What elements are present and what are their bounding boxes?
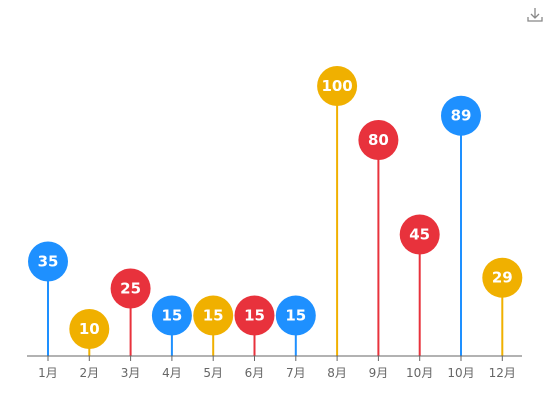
lollipop-bubble[interactable] bbox=[358, 120, 399, 160]
data-label: 15 bbox=[285, 307, 306, 325]
lollipop-point[interactable]: 15 bbox=[193, 295, 234, 336]
x-axis-labels: 1月 2月 3月 4月 5月 6月 7月 8月 9月 10月 10月 12月 bbox=[38, 366, 516, 380]
x-tick-label: 5月 bbox=[203, 366, 223, 380]
x-tick-label: 4月 bbox=[162, 366, 182, 380]
x-tick-label: 7月 bbox=[286, 366, 306, 380]
lollipop-point[interactable]: 15 bbox=[151, 295, 192, 336]
x-tick-label: 3月 bbox=[121, 366, 141, 380]
lollipop-bubble[interactable] bbox=[69, 309, 110, 349]
x-tick-label: 6月 bbox=[245, 366, 265, 380]
bubbles-layer: 35 10 25 15 15 15 15 100 80 45 89 29 bbox=[28, 66, 523, 349]
lollipop-bubble[interactable] bbox=[441, 95, 481, 136]
lollipop-bubble[interactable] bbox=[151, 295, 192, 336]
lollipop-bubble[interactable] bbox=[399, 214, 440, 255]
lollipop-bubble[interactable] bbox=[234, 295, 275, 336]
data-label: 15 bbox=[244, 307, 265, 325]
lollipop-point[interactable]: 15 bbox=[234, 295, 275, 336]
x-tick-label: 1月 bbox=[38, 366, 58, 380]
lollipop-point[interactable]: 89 bbox=[441, 95, 481, 136]
data-label: 25 bbox=[120, 280, 141, 298]
lollipop-point[interactable]: 10 bbox=[69, 309, 110, 349]
lollipop-bubble[interactable] bbox=[193, 295, 234, 336]
lollipop-point[interactable]: 29 bbox=[482, 257, 523, 298]
lollipop-bubble[interactable] bbox=[110, 268, 151, 309]
data-label: 35 bbox=[38, 253, 59, 271]
lollipop-point[interactable]: 15 bbox=[275, 295, 316, 336]
lollipop-point[interactable]: 100 bbox=[317, 66, 358, 106]
lollipop-bubble[interactable] bbox=[28, 241, 68, 282]
x-tick-label: 10月 bbox=[447, 366, 474, 380]
data-label: 100 bbox=[321, 77, 352, 95]
data-label: 80 bbox=[368, 131, 389, 149]
download-button[interactable] bbox=[526, 6, 546, 26]
lollipop-point[interactable]: 80 bbox=[358, 120, 399, 160]
lollipop-point[interactable]: 25 bbox=[110, 268, 151, 309]
lollipop-point[interactable]: 45 bbox=[399, 214, 440, 255]
data-label: 45 bbox=[409, 226, 430, 244]
data-label: 89 bbox=[451, 107, 472, 125]
data-label: 10 bbox=[79, 320, 100, 338]
x-tick-label: 8月 bbox=[327, 366, 347, 380]
lollipop-bubble[interactable] bbox=[482, 257, 523, 298]
x-tick-label: 9月 bbox=[369, 366, 389, 380]
x-tick-label: 2月 bbox=[79, 366, 99, 380]
download-icon bbox=[527, 8, 543, 22]
lollipop-point[interactable]: 35 bbox=[28, 241, 68, 282]
lollipop-bubble[interactable] bbox=[275, 295, 316, 336]
x-tick-label: 12月 bbox=[489, 366, 516, 380]
data-label: 15 bbox=[203, 307, 224, 325]
x-tick-label: 10月 bbox=[406, 366, 433, 380]
data-label: 15 bbox=[161, 307, 182, 325]
data-label: 29 bbox=[492, 269, 513, 287]
lollipop-bubble[interactable] bbox=[317, 66, 358, 106]
x-axis-ticks bbox=[47, 356, 503, 361]
